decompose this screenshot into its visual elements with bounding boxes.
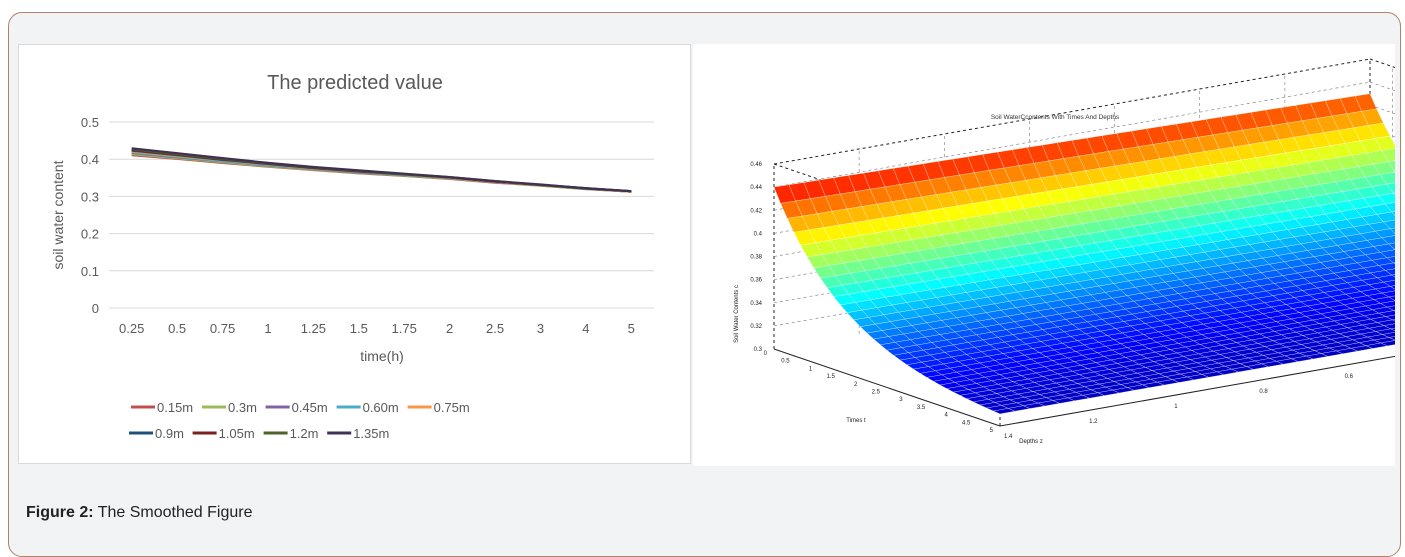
z-tick-label: 0.4 — [754, 231, 763, 237]
legend-label: 0.75m — [434, 400, 470, 415]
y-axis-label: soil water content — [50, 160, 66, 269]
depth-tick-label: 1.4 — [1004, 434, 1013, 440]
y-tick-label: 0.5 — [81, 115, 99, 130]
legend-label: 1.35m — [353, 426, 389, 441]
figure-caption: Figure 2: The Smoothed Figure — [26, 504, 252, 522]
x-tick-label: 4 — [582, 321, 589, 336]
time-tick-label: 5 — [990, 428, 994, 434]
time-tick-label: 4.5 — [962, 420, 971, 426]
figure-caption-text: The Smoothed Figure — [93, 504, 253, 521]
depth-tick-label: 1 — [1174, 404, 1178, 410]
surface-chart-panel: Soil WaterCcontents With Times And Depth… — [693, 44, 1405, 466]
legend-label: 0.3m — [228, 400, 257, 415]
surface-title: Soil WaterCcontents With Times And Depth… — [991, 114, 1120, 121]
surface-mesh — [773, 93, 1405, 415]
y-tick-label: 0.4 — [81, 152, 99, 167]
z-tick-label: 0.44 — [750, 185, 762, 191]
line-chart: The predicted value 0 0.1 0.2 0.3 0.4 0.5 0.25 0… — [50, 72, 654, 441]
depth-tick-label: 0.6 — [1345, 374, 1354, 380]
x-tick-label: 2 — [446, 321, 453, 336]
depth-tick-label: 0.8 — [1259, 389, 1268, 395]
x-tick-label: 3 — [537, 321, 544, 336]
box-edge — [773, 58, 1371, 165]
time-tick-label: 2.5 — [872, 390, 881, 396]
time-tick-label: 0 — [764, 351, 768, 357]
x-tick-label: 1.75 — [392, 321, 417, 336]
x-axis-label: time(h) — [360, 348, 404, 364]
surface-cell — [992, 408, 1016, 415]
time-tick-label: 2 — [854, 382, 858, 388]
time-axis-label: Times t — [846, 418, 866, 424]
line-chart-panel: The predicted value 0 0.1 0.2 0.3 0.4 0.5 0.25 0… — [18, 44, 691, 464]
x-tick-label: 0.75 — [210, 321, 235, 336]
x-tick-label: 1.25 — [301, 321, 326, 336]
figure-caption-label: Figure 2: — [26, 504, 94, 521]
axis-line — [773, 348, 1001, 427]
z-tick-label: 0.32 — [750, 324, 762, 330]
chart-title: The predicted value — [267, 72, 443, 94]
axis-line — [999, 354, 1405, 427]
back-grid-line — [773, 81, 1371, 188]
legend-label: 0.9m — [155, 426, 184, 441]
surface-chart: Soil WaterCcontents With Times And Depth… — [734, 58, 1405, 445]
x-tick-label: 0.25 — [119, 321, 144, 336]
y-tick-label: 0 — [92, 301, 99, 316]
depth-axis-label: Depths z — [1019, 439, 1043, 445]
time-tick-label: 0.5 — [781, 359, 790, 365]
time-tick-label: 3.5 — [917, 405, 926, 411]
x-tick-label: 1 — [264, 321, 271, 336]
legend-label: 1.2m — [290, 426, 319, 441]
y-tick-label: 0.1 — [81, 264, 99, 279]
z-tick-label: 0.36 — [750, 278, 762, 284]
z-tick-label: 0.42 — [750, 208, 762, 214]
x-tick-label: 0.5 — [168, 321, 186, 336]
time-tick-label: 3 — [899, 397, 903, 403]
y-tick-label: 0.2 — [81, 227, 99, 242]
legend-label: 1.05m — [219, 426, 255, 441]
time-tick-label: 1.5 — [826, 374, 835, 380]
series-line-1.35m — [131, 147, 632, 193]
depth-tick-label: 1.2 — [1089, 419, 1098, 425]
legend-label: 0.15m — [157, 400, 193, 415]
x-tick-label: 2.5 — [486, 321, 504, 336]
z-tick-label: 0.3 — [754, 347, 763, 353]
time-tick-label: 1 — [809, 366, 813, 372]
z-tick-label: 0.46 — [750, 162, 762, 168]
z-axis-label: Soil Water Contents c — [734, 285, 740, 343]
z-tick-label: 0.34 — [750, 301, 762, 307]
z-tick-label: 0.38 — [750, 255, 762, 261]
x-tick-label: 1.5 — [350, 321, 368, 336]
time-tick-label: 4 — [944, 413, 948, 419]
x-tick-label: 5 — [628, 321, 635, 336]
legend-label: 0.45m — [292, 400, 328, 415]
legend-label: 0.60m — [363, 400, 399, 415]
y-tick-label: 0.3 — [81, 189, 99, 204]
